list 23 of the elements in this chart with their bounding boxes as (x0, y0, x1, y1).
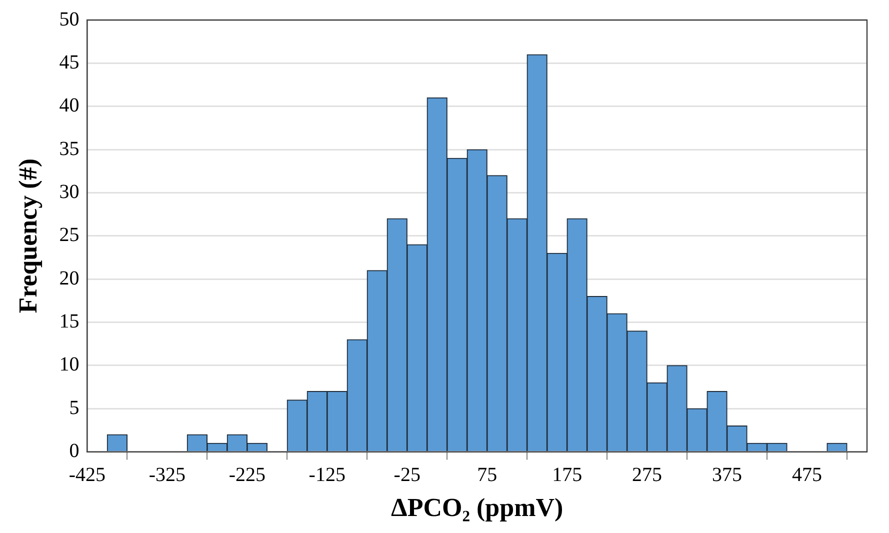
x-tick-label: -325 (148, 464, 186, 486)
x-tick-label: -425 (68, 464, 106, 486)
y-tick-label: 10 (59, 354, 80, 376)
y-axis-title: Frequency (#) (13, 158, 42, 314)
x-tick-label: 75 (477, 464, 498, 486)
y-tick-label: 15 (59, 310, 80, 333)
x-tick-label: 275 (632, 464, 662, 486)
y-tick-label: 5 (69, 396, 80, 419)
y-tick-label: 30 (59, 180, 80, 203)
y-tick-label: 40 (59, 94, 80, 117)
x-tick-label: -225 (228, 464, 266, 486)
y-tick-label: 20 (59, 267, 80, 290)
y-tick-label: 45 (59, 51, 80, 74)
x-tick-label: 175 (552, 464, 582, 486)
x-tick-label: 475 (792, 464, 822, 486)
x-tick-label: -25 (394, 464, 420, 486)
y-tick-label: 35 (59, 138, 80, 160)
x-axis-title: ΔPCO₂ (ppmV) (391, 493, 564, 522)
y-tick-label: 25 (59, 224, 80, 246)
y-tick-label: 0 (69, 440, 80, 462)
x-tick-label: 375 (712, 464, 742, 486)
y-tick-label: 50 (59, 8, 80, 30)
x-tick-label: -125 (308, 464, 346, 486)
